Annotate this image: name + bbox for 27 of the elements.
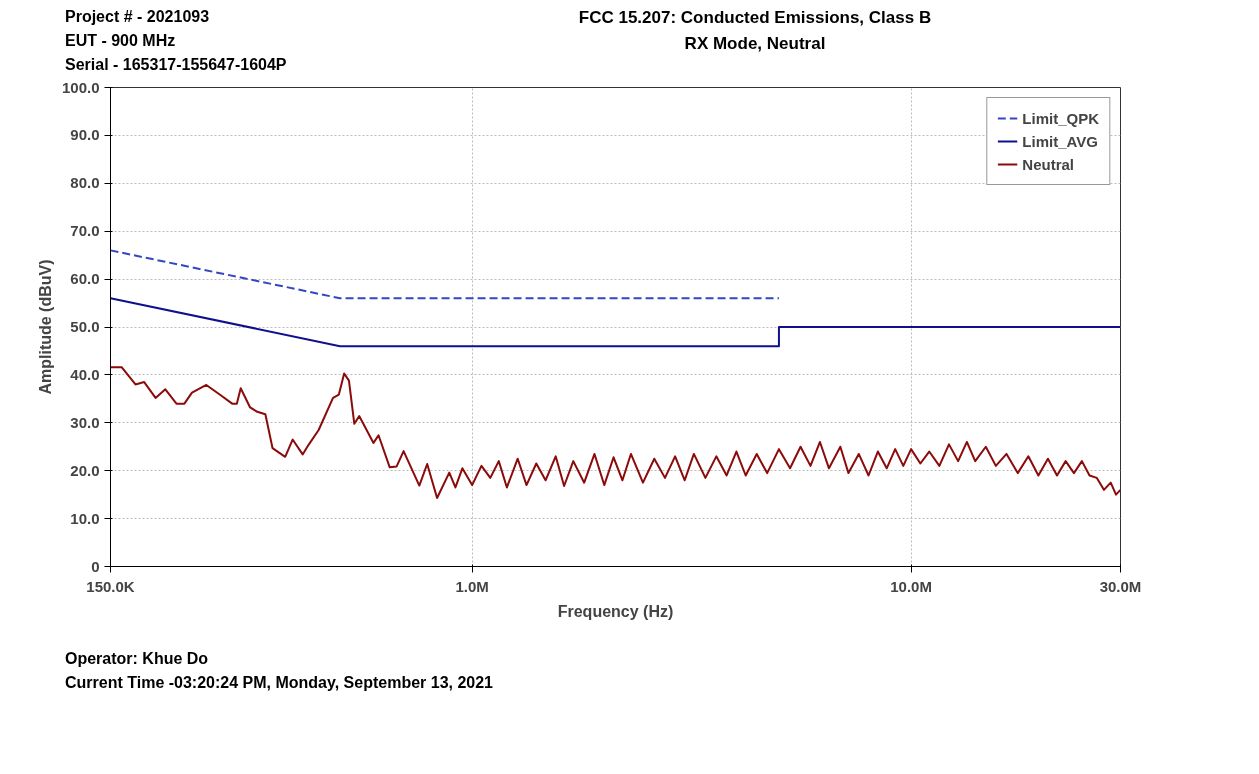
x-tick-label: 10.0M: [890, 577, 932, 595]
y-tick-label: 80.0: [70, 174, 100, 192]
text: Current Time -03:20:24 PM, Monday, September 13, 2021: [65, 674, 494, 691]
y-axis-title: Amplitude (dBuV): [36, 259, 54, 395]
text: Project # - 2021093: [65, 8, 210, 25]
x-tick-label: 150.0K: [86, 577, 135, 595]
y-tick-label: 70.0: [70, 222, 100, 240]
y-tick-label: 100.0: [61, 78, 100, 96]
text: EUT - 900 MHz: [65, 32, 176, 49]
chart-subtitle: RX Mode, Neutral: [684, 33, 826, 53]
y-tick-label: 20.0: [70, 461, 100, 479]
y-tick-label: 0: [91, 557, 100, 575]
y-tick-label: 90.0: [70, 126, 100, 144]
legend-label: Neutral: [1022, 155, 1074, 173]
text: Operator: Khue Do: [65, 650, 209, 667]
y-tick-label: 60.0: [70, 270, 100, 288]
x-tick-label: 30.0M: [1099, 577, 1142, 595]
x-axis-title: Frequency (Hz): [557, 602, 674, 620]
legend-label: Limit_QPK: [1022, 109, 1099, 127]
y-tick-label: 40.0: [70, 365, 100, 383]
x-tick-label: 1.0M: [455, 577, 489, 595]
chart-title: FCC 15.207: Conducted Emissions, Class B: [578, 8, 932, 27]
text: Serial - 165317-155647-1604P: [65, 56, 287, 73]
y-tick-label: 50.0: [70, 318, 100, 335]
y-tick-label: 30.0: [70, 413, 100, 431]
y-tick-label: 10.0: [70, 509, 100, 527]
legend-label: Limit_AVG: [1022, 132, 1098, 150]
